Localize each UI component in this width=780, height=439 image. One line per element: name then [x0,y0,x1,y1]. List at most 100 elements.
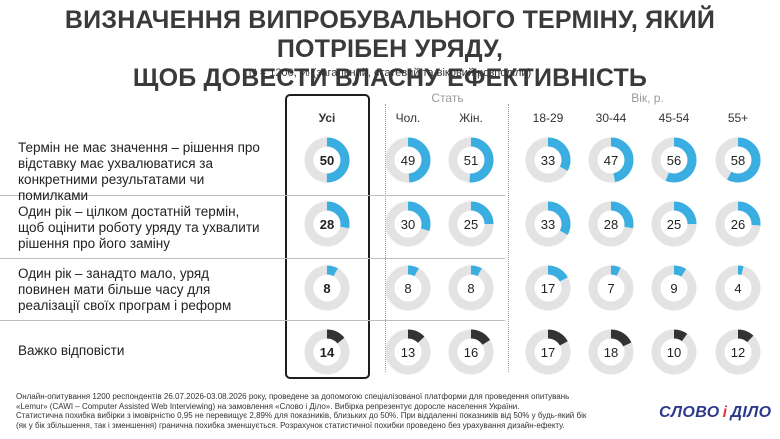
donut-arc-r0-c6 [715,137,761,183]
donut-r1-c0: 28 [304,201,350,247]
donut-value-r1-c1: 30 [401,217,415,232]
donut-arc-r3-c2 [448,329,494,375]
donut-r0-c4: 47 [588,137,634,183]
donut-arc-r2-c2 [448,265,494,311]
donut-value-r2-c6: 4 [734,281,741,296]
donut-r1-c1: 30 [385,201,431,247]
donut-r0-c1: 49 [385,137,431,183]
column-label-0: Усі [318,111,336,125]
donut-r2-c1: 8 [385,265,431,311]
donut-arc-r2-c5 [651,265,697,311]
methodology-footer: Онлайн-опитування 1200 респондентів 26.0… [16,392,646,430]
donut-r0-c2: 51 [448,137,494,183]
donut-r3-c0: 14 [304,329,350,375]
donut-arc-r0-c0 [304,137,350,183]
donut-r1-c2: 25 [448,201,494,247]
donut-arc-r2-c6 [715,265,761,311]
donut-r2-c4: 7 [588,265,634,311]
donut-value-r2-c0: 8 [323,281,330,296]
column-label-1: Чол. [395,111,421,125]
title-line-2: ЩОБ ДОВЕСТИ ВЛАСНУ ЕФЕКТИВНІСТЬ [132,64,648,92]
row-divider-2 [0,258,505,259]
donut-r2-c5: 9 [651,265,697,311]
donut-arc-r0-c5 [651,137,697,183]
logo-part-2: ДІЛО [730,404,772,421]
donut-value-r1-c2: 25 [464,217,478,232]
donut-value-r1-c3: 33 [541,217,555,232]
subtitle: N = 1200, % (загальний, статевий та віко… [248,67,532,79]
donut-arc-r1-c3 [525,201,571,247]
title-line-1: ВИЗНАЧЕННЯ ВИПРОБУВАЛЬНОГО ТЕРМІНУ, ЯКИЙ… [64,6,716,63]
donut-value-r3-c2: 16 [464,345,478,360]
donut-r2-c6: 4 [715,265,761,311]
donut-arc-r3-c3 [525,329,571,375]
donut-r1-c6: 26 [715,201,761,247]
donut-r3-c3: 17 [525,329,571,375]
donut-value-r0-c0: 50 [320,153,334,168]
donut-r1-c5: 25 [651,201,697,247]
separator-gender [508,104,509,372]
donut-value-r0-c3: 33 [541,153,555,168]
donut-arc-r1-c4 [588,201,634,247]
donut-arc-r1-c5 [651,201,697,247]
donut-arc-r0-c1 [385,137,431,183]
donut-value-r0-c1: 49 [401,153,415,168]
row-label-1: Один рік – цілком достатній термін, щоб … [18,204,260,251]
donut-arc-r1-c2 [448,201,494,247]
donut-value-r0-c6: 58 [731,153,745,168]
donut-value-r1-c0: 28 [320,217,334,232]
donut-value-r2-c5: 9 [670,281,677,296]
donut-arc-r2-c3 [525,265,571,311]
page-title: ВИЗНАЧЕННЯ ВИПРОБУВАЛЬНОГО ТЕРМІНУ, ЯКИЙ… [0,6,780,93]
donut-value-r3-c6: 12 [731,345,745,360]
column-label-3: 18-29 [532,111,564,125]
donut-r0-c5: 56 [651,137,697,183]
donut-r3-c4: 18 [588,329,634,375]
footer-line-3: Статистична похибка вибірки з імовірніст… [16,411,587,421]
donut-r3-c2: 16 [448,329,494,375]
separator-total [385,104,386,372]
footer-line-1: Онлайн-опитування 1200 респондентів 26.0… [16,392,570,401]
donut-arc-r3-c0 [304,329,350,375]
donut-value-r2-c4: 7 [607,281,614,296]
donut-arc-r0-c4 [588,137,634,183]
donut-value-r2-c2: 8 [467,281,474,296]
footer-line-4: (як у бік збільшення, так і зменшення) г… [16,420,565,430]
donut-value-r0-c4: 47 [604,153,618,168]
footer-line-2: «Lemur» (CAWI – Computer Assisted Web In… [16,401,520,411]
donut-arc-r3-c5 [651,329,697,375]
donut-arc-r0-c2 [448,137,494,183]
donut-r3-c1: 13 [385,329,431,375]
donut-arc-r2-c0 [304,265,350,311]
donut-arc-r1-c0 [304,201,350,247]
donut-arc-r1-c1 [385,201,431,247]
column-label-2: Жін. [459,111,483,125]
total-column-highlight [285,94,370,379]
logo-amp: і [722,404,728,421]
donut-value-r3-c0: 14 [320,345,335,360]
row-label-2: Один рік – занадто мало, уряд повинен ма… [18,266,232,313]
donut-arc-r3-c1 [385,329,431,375]
donut-value-r3-c4: 18 [604,345,618,360]
donut-r1-c3: 33 [525,201,571,247]
logo-part-1: СЛОВО [659,404,720,421]
donut-r3-c6: 12 [715,329,761,375]
row-divider-1 [0,195,505,196]
row-divider-3 [0,320,505,321]
donut-r2-c3: 17 [525,265,571,311]
donut-value-r1-c6: 26 [731,217,745,232]
donut-r0-c6: 58 [715,137,761,183]
column-label-4: 30-44 [595,111,627,125]
donut-r0-c3: 33 [525,137,571,183]
column-label-6: 55+ [727,111,749,125]
donut-value-r1-c4: 28 [604,217,618,232]
donut-value-r1-c5: 25 [667,217,681,232]
donut-value-r2-c1: 8 [404,281,411,296]
donut-arc-r2-c4 [588,265,634,311]
column-label-5: 45-54 [658,111,690,125]
donut-r2-c2: 8 [448,265,494,311]
donut-value-r3-c5: 10 [667,345,681,360]
donut-value-r0-c5: 56 [667,153,681,168]
donut-r3-c5: 10 [651,329,697,375]
logo: СЛОВО і ДІЛО [659,404,772,422]
